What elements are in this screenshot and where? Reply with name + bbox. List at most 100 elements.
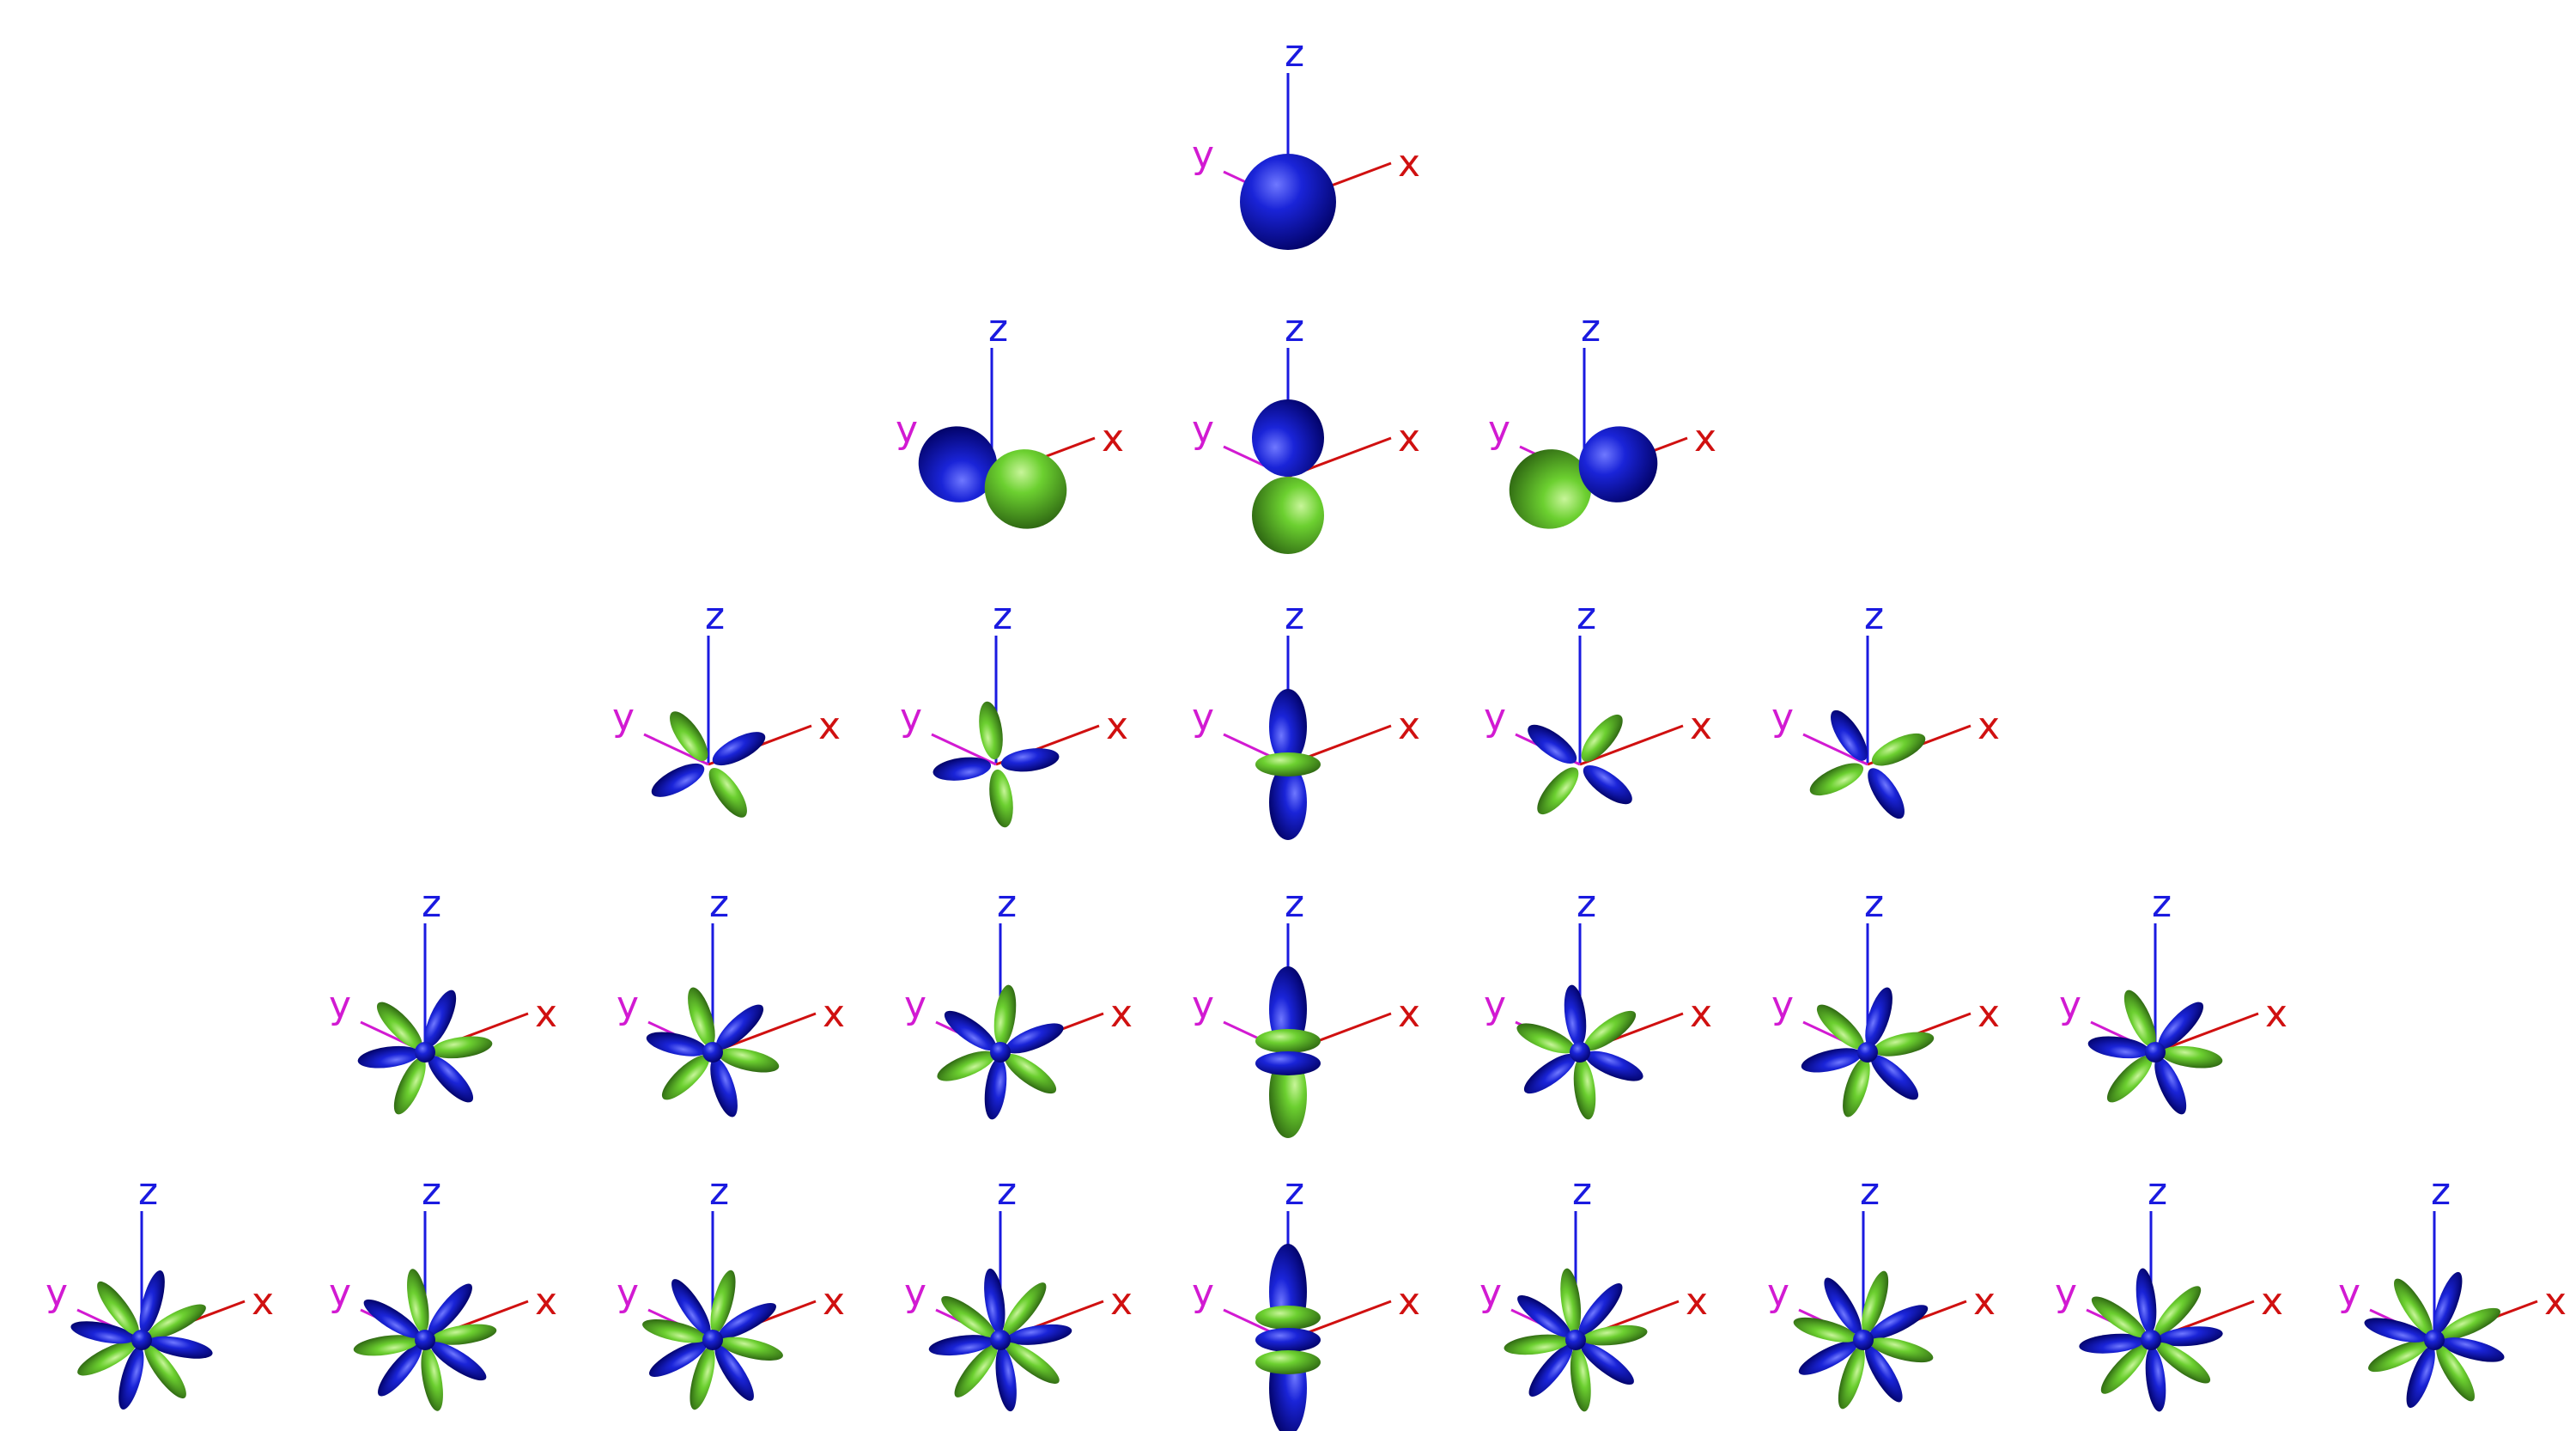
y-axis-label: y bbox=[1488, 408, 1510, 452]
negative-lobe bbox=[1570, 1346, 1591, 1412]
negative-lobe bbox=[1873, 1032, 1935, 1057]
z-axis-label: z bbox=[1572, 1170, 1592, 1214]
negative-lobe bbox=[2368, 1340, 2428, 1373]
x-axis-label: x bbox=[823, 992, 845, 1036]
positive-lobe bbox=[1865, 1345, 1903, 1403]
negative-lobe bbox=[1869, 1337, 1934, 1363]
x-axis-label: x bbox=[535, 1280, 557, 1324]
positive-lobe bbox=[933, 757, 992, 781]
y-axis-label: y bbox=[1767, 1271, 1789, 1315]
positive-lobe bbox=[1252, 399, 1324, 477]
y-axis-label: y bbox=[2055, 1271, 2077, 1315]
negative-lobe bbox=[421, 1346, 443, 1411]
x-axis-label: x bbox=[535, 992, 557, 1036]
x-axis-label: x bbox=[1694, 417, 1716, 460]
y-axis-label: y bbox=[1192, 1271, 1214, 1315]
torus-ring bbox=[1255, 1350, 1321, 1374]
positive-lobe bbox=[1865, 987, 1893, 1047]
positive-lobe bbox=[1831, 709, 1868, 761]
z-axis-label: z bbox=[2152, 882, 2172, 926]
negative-lobe bbox=[1843, 1057, 1870, 1117]
negative-lobe bbox=[688, 987, 715, 1047]
orbital-l4-m-4: z x y bbox=[46, 1170, 274, 1410]
positive-lobe bbox=[1000, 748, 1060, 772]
z-axis-label: z bbox=[422, 1170, 441, 1214]
positive-lobe bbox=[1517, 1294, 1571, 1337]
negative-lobe bbox=[1816, 1004, 1865, 1050]
x-axis-label: x bbox=[818, 704, 841, 748]
negative-lobe bbox=[1838, 1346, 1865, 1410]
y-axis-label: y bbox=[617, 983, 639, 1027]
x-axis-label: x bbox=[1398, 992, 1420, 1036]
orbital-l2-m2: z x y bbox=[1771, 594, 2000, 819]
negative-lobe bbox=[1005, 1343, 1060, 1384]
negative-lobe bbox=[1793, 1317, 1857, 1343]
positive-lobe bbox=[1269, 764, 1307, 840]
negative-lobe bbox=[97, 1281, 139, 1336]
positive-lobe bbox=[712, 732, 766, 766]
x-axis-label: x bbox=[1398, 1280, 1420, 1324]
positive-lobe bbox=[714, 1345, 754, 1401]
orbital-l1-m-1: z x y bbox=[896, 307, 1124, 529]
orbital-l4-m-3: z x y bbox=[329, 1170, 557, 1411]
negative-lobe bbox=[941, 1296, 996, 1337]
negative-lobe bbox=[979, 701, 1003, 760]
x-axis-line bbox=[1579, 724, 1684, 766]
y-axis-line bbox=[931, 733, 997, 766]
orbital-l4-m-2: z x y bbox=[617, 1170, 845, 1410]
orbital-l2-m-1: z x y bbox=[900, 594, 1128, 828]
y-axis-label: y bbox=[329, 983, 351, 1027]
negative-lobe bbox=[1560, 1268, 1582, 1334]
negative-lobe bbox=[407, 1269, 429, 1334]
negative-lobe bbox=[642, 1319, 707, 1343]
center-node bbox=[1570, 1042, 1590, 1063]
orbital-l2-m-2: z x y bbox=[612, 594, 841, 818]
orbital-l3-m-1: z x y bbox=[904, 882, 1133, 1120]
x-axis-label: x bbox=[1978, 992, 2000, 1036]
positive-lobe bbox=[2157, 1326, 2223, 1347]
center-node bbox=[1853, 1330, 1874, 1350]
positive-lobe bbox=[984, 1057, 1007, 1120]
x-axis-label: x bbox=[1690, 992, 1712, 1036]
orbital-l3-m-3: z x y bbox=[329, 882, 557, 1115]
negative-lobe bbox=[147, 1304, 206, 1339]
y-axis-label: y bbox=[1479, 1271, 1502, 1315]
z-axis-label: z bbox=[988, 307, 1008, 350]
torus-ring bbox=[1255, 752, 1321, 776]
positive-lobe bbox=[1269, 689, 1307, 764]
z-axis-label: z bbox=[997, 1170, 1017, 1214]
center-node bbox=[131, 1330, 152, 1350]
y-axis-label: y bbox=[1192, 408, 1214, 452]
positive-lobe bbox=[424, 990, 457, 1047]
y-axis-label: y bbox=[1192, 983, 1214, 1027]
negative-lobe bbox=[393, 1057, 426, 1115]
negative-lobe bbox=[1862, 1270, 1889, 1334]
z-axis-label: z bbox=[138, 1170, 158, 1214]
y-axis-label: y bbox=[612, 696, 635, 740]
positive-lobe bbox=[430, 1342, 487, 1381]
positive-lobe bbox=[1564, 984, 1587, 1047]
positive-lobe bbox=[1870, 1055, 1919, 1100]
negative-lobe bbox=[1582, 1324, 1648, 1346]
x-axis-label: x bbox=[1110, 992, 1133, 1036]
negative-lobe bbox=[719, 1337, 783, 1361]
negative-lobe bbox=[1004, 1053, 1057, 1094]
x-axis-label: x bbox=[1398, 704, 1420, 748]
negative-lobe bbox=[1809, 763, 1864, 796]
orbital-l0-m0: z x y bbox=[1192, 32, 1420, 250]
z-axis-label: z bbox=[422, 882, 441, 926]
negative-lobe bbox=[2154, 1286, 2202, 1337]
positive-lobe bbox=[2087, 1036, 2150, 1059]
x-axis-label: x bbox=[1106, 704, 1128, 748]
center-node bbox=[415, 1330, 435, 1350]
center-node bbox=[990, 1330, 1011, 1350]
torus-ring bbox=[1255, 1328, 1321, 1352]
y-axis-label: y bbox=[904, 1271, 927, 1315]
negative-lobe bbox=[993, 984, 1017, 1047]
orbital-l4-m0: z x y bbox=[1192, 1170, 1420, 1431]
positive-lobe bbox=[995, 1346, 1017, 1412]
y-axis-label: y bbox=[1192, 133, 1214, 177]
negative-lobe bbox=[661, 1055, 710, 1100]
y-axis-label: y bbox=[1484, 696, 1506, 740]
